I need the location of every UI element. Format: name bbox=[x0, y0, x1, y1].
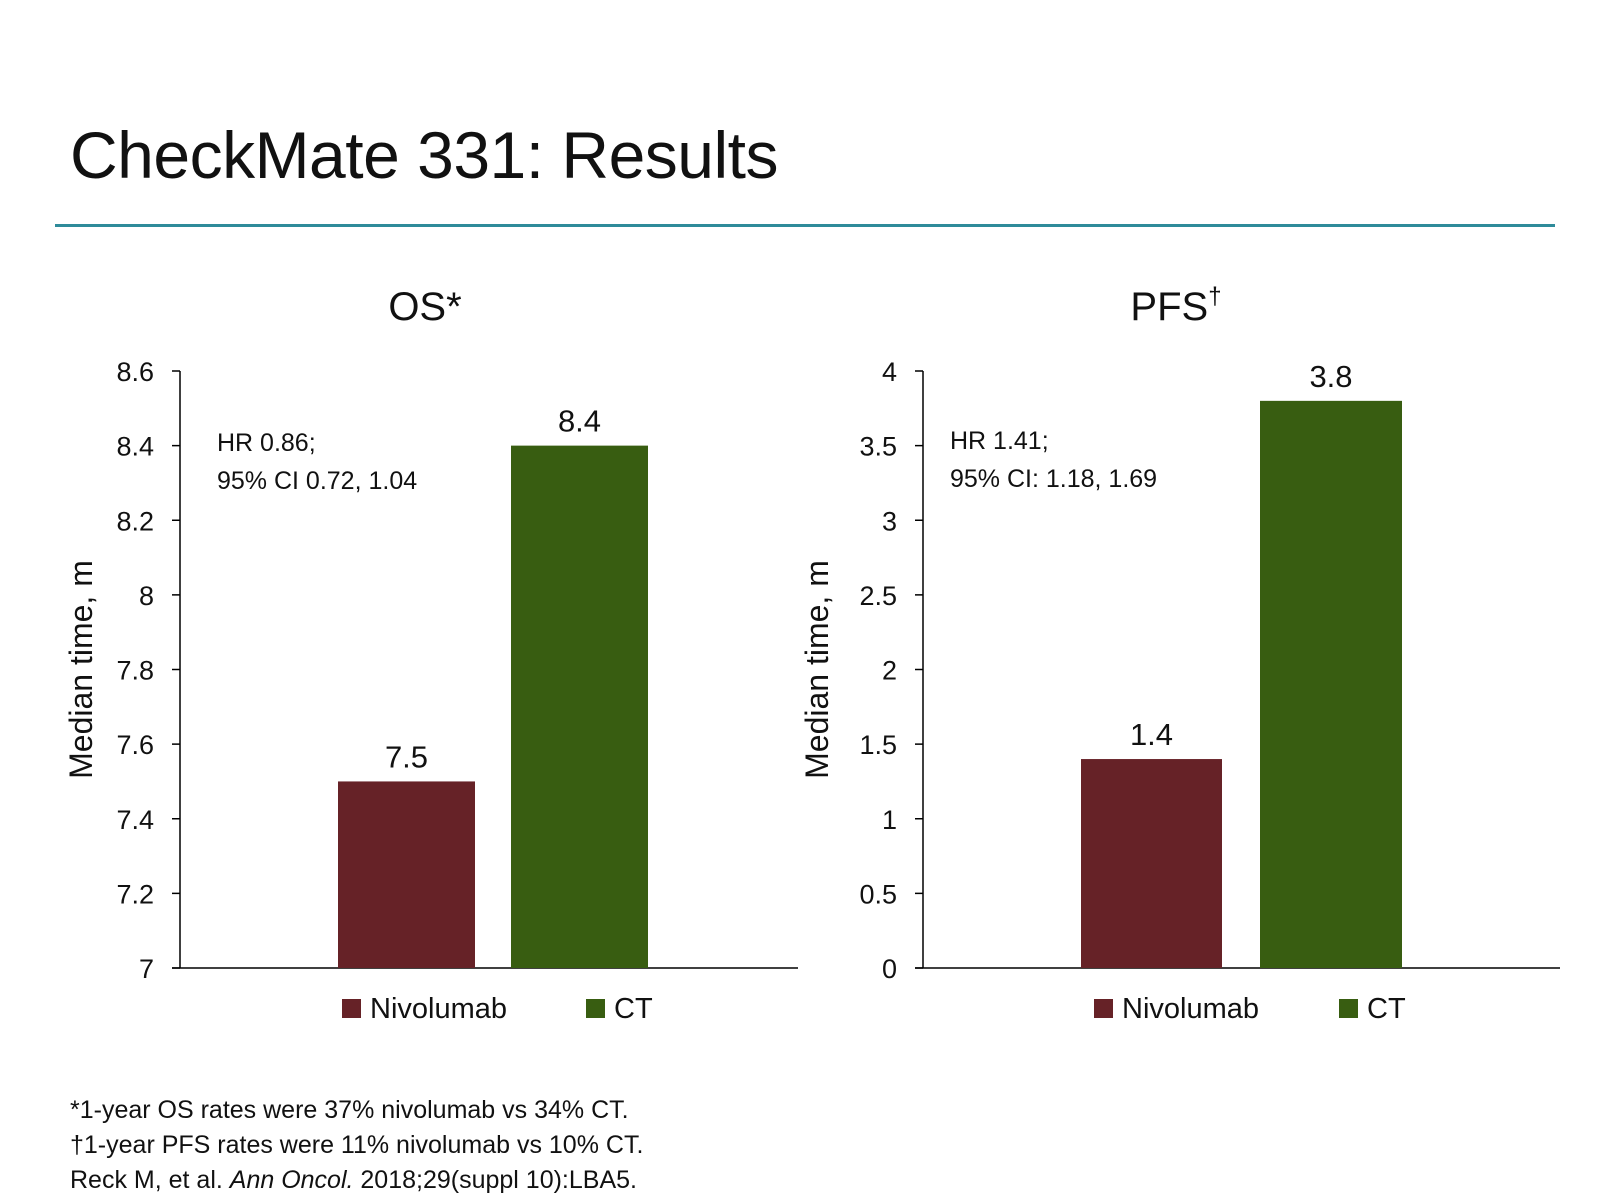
pfs-legend-swatch-ct bbox=[1339, 999, 1358, 1018]
pfs-legend-label-ct: CT bbox=[1367, 993, 1406, 1025]
reference-authors: Reck M, et al. bbox=[70, 1166, 230, 1194]
os-legend-swatch-ct bbox=[586, 999, 605, 1018]
os-y-tick-label: 7.2 bbox=[116, 879, 154, 909]
pfs-bar-ct bbox=[1260, 400, 1402, 969]
os-y-axis-label: Median time, m bbox=[63, 560, 99, 779]
pfs-title-dagger: † bbox=[1208, 283, 1221, 310]
os-y-tick-label: 7.4 bbox=[116, 805, 154, 835]
pfs-chart-title: PFS† bbox=[1130, 283, 1221, 329]
os-annotation-line: 95% CI 0.72, 1.04 bbox=[217, 467, 417, 495]
pfs-y-tick-label: 3.5 bbox=[859, 432, 897, 462]
pfs-y-tick-label: 2 bbox=[882, 656, 897, 686]
pfs-y-tick-label: 0.5 bbox=[859, 879, 897, 909]
pfs-y-tick-label: 3 bbox=[882, 506, 897, 536]
os-legend-swatch-nivolumab bbox=[342, 999, 361, 1018]
title-divider bbox=[55, 224, 1555, 227]
os-y-tick-label: 7.8 bbox=[116, 656, 154, 686]
pfs-y-axis-label: Median time, m bbox=[799, 560, 835, 779]
pfs-value-label-nivolumab: 1.4 bbox=[1130, 717, 1173, 752]
pfs-bar-nivolumab bbox=[1081, 759, 1222, 968]
os-y-tick-label: 7.6 bbox=[116, 730, 154, 760]
pfs-y-tick-label: 1.5 bbox=[859, 730, 897, 760]
footnotes: *1-year OS rates were 37% nivolumab vs 3… bbox=[70, 1093, 643, 1198]
pfs-y-tick-label: 0 bbox=[882, 954, 897, 984]
os-y-tick-label: 8.6 bbox=[116, 357, 154, 387]
pfs-legend-swatch-nivolumab bbox=[1094, 999, 1113, 1018]
slide-title: CheckMate 331: Results bbox=[70, 118, 779, 192]
pfs-annotation-line: 95% CI: 1.18, 1.69 bbox=[950, 465, 1157, 493]
footnote-pfs: †1-year PFS rates were 11% nivolumab vs … bbox=[70, 1131, 644, 1159]
pfs-legend-label-nivolumab: Nivolumab bbox=[1122, 993, 1259, 1025]
os-bar-nivolumab bbox=[338, 781, 475, 968]
os-value-label-nivolumab: 7.5 bbox=[385, 739, 428, 774]
os-y-tick-label: 8.2 bbox=[116, 506, 154, 536]
pfs-y-tick-label: 1 bbox=[882, 805, 897, 835]
os-y-tick-label: 7 bbox=[139, 954, 154, 984]
os-legend-label-ct: CT bbox=[614, 993, 653, 1025]
os-bar-ct bbox=[511, 445, 648, 968]
reference-journal: Ann Oncol. bbox=[229, 1166, 354, 1194]
footnote-os: *1-year OS rates were 37% nivolumab vs 3… bbox=[70, 1096, 629, 1124]
pfs-y-tick-label: 2.5 bbox=[859, 581, 897, 611]
pfs-y-tick-label: 4 bbox=[882, 357, 897, 387]
reference-details: 2018;29(suppl 10):LBA5. bbox=[353, 1166, 637, 1194]
os-y-tick-label: 8.4 bbox=[116, 432, 154, 462]
footnote-reference: Reck M, et al. Ann Oncol. 2018;29(suppl … bbox=[70, 1163, 643, 1198]
os-chart-title: OS* bbox=[388, 285, 461, 329]
pfs-value-label-ct: 3.8 bbox=[1309, 359, 1352, 394]
os-annotation-line: HR 0.86; bbox=[217, 429, 316, 457]
os-legend-label-nivolumab: Nivolumab bbox=[370, 993, 507, 1025]
os-y-tick-label: 8 bbox=[139, 581, 154, 611]
os-value-label-ct: 8.4 bbox=[558, 404, 601, 439]
pfs-annotation-line: HR 1.41; bbox=[950, 427, 1049, 455]
